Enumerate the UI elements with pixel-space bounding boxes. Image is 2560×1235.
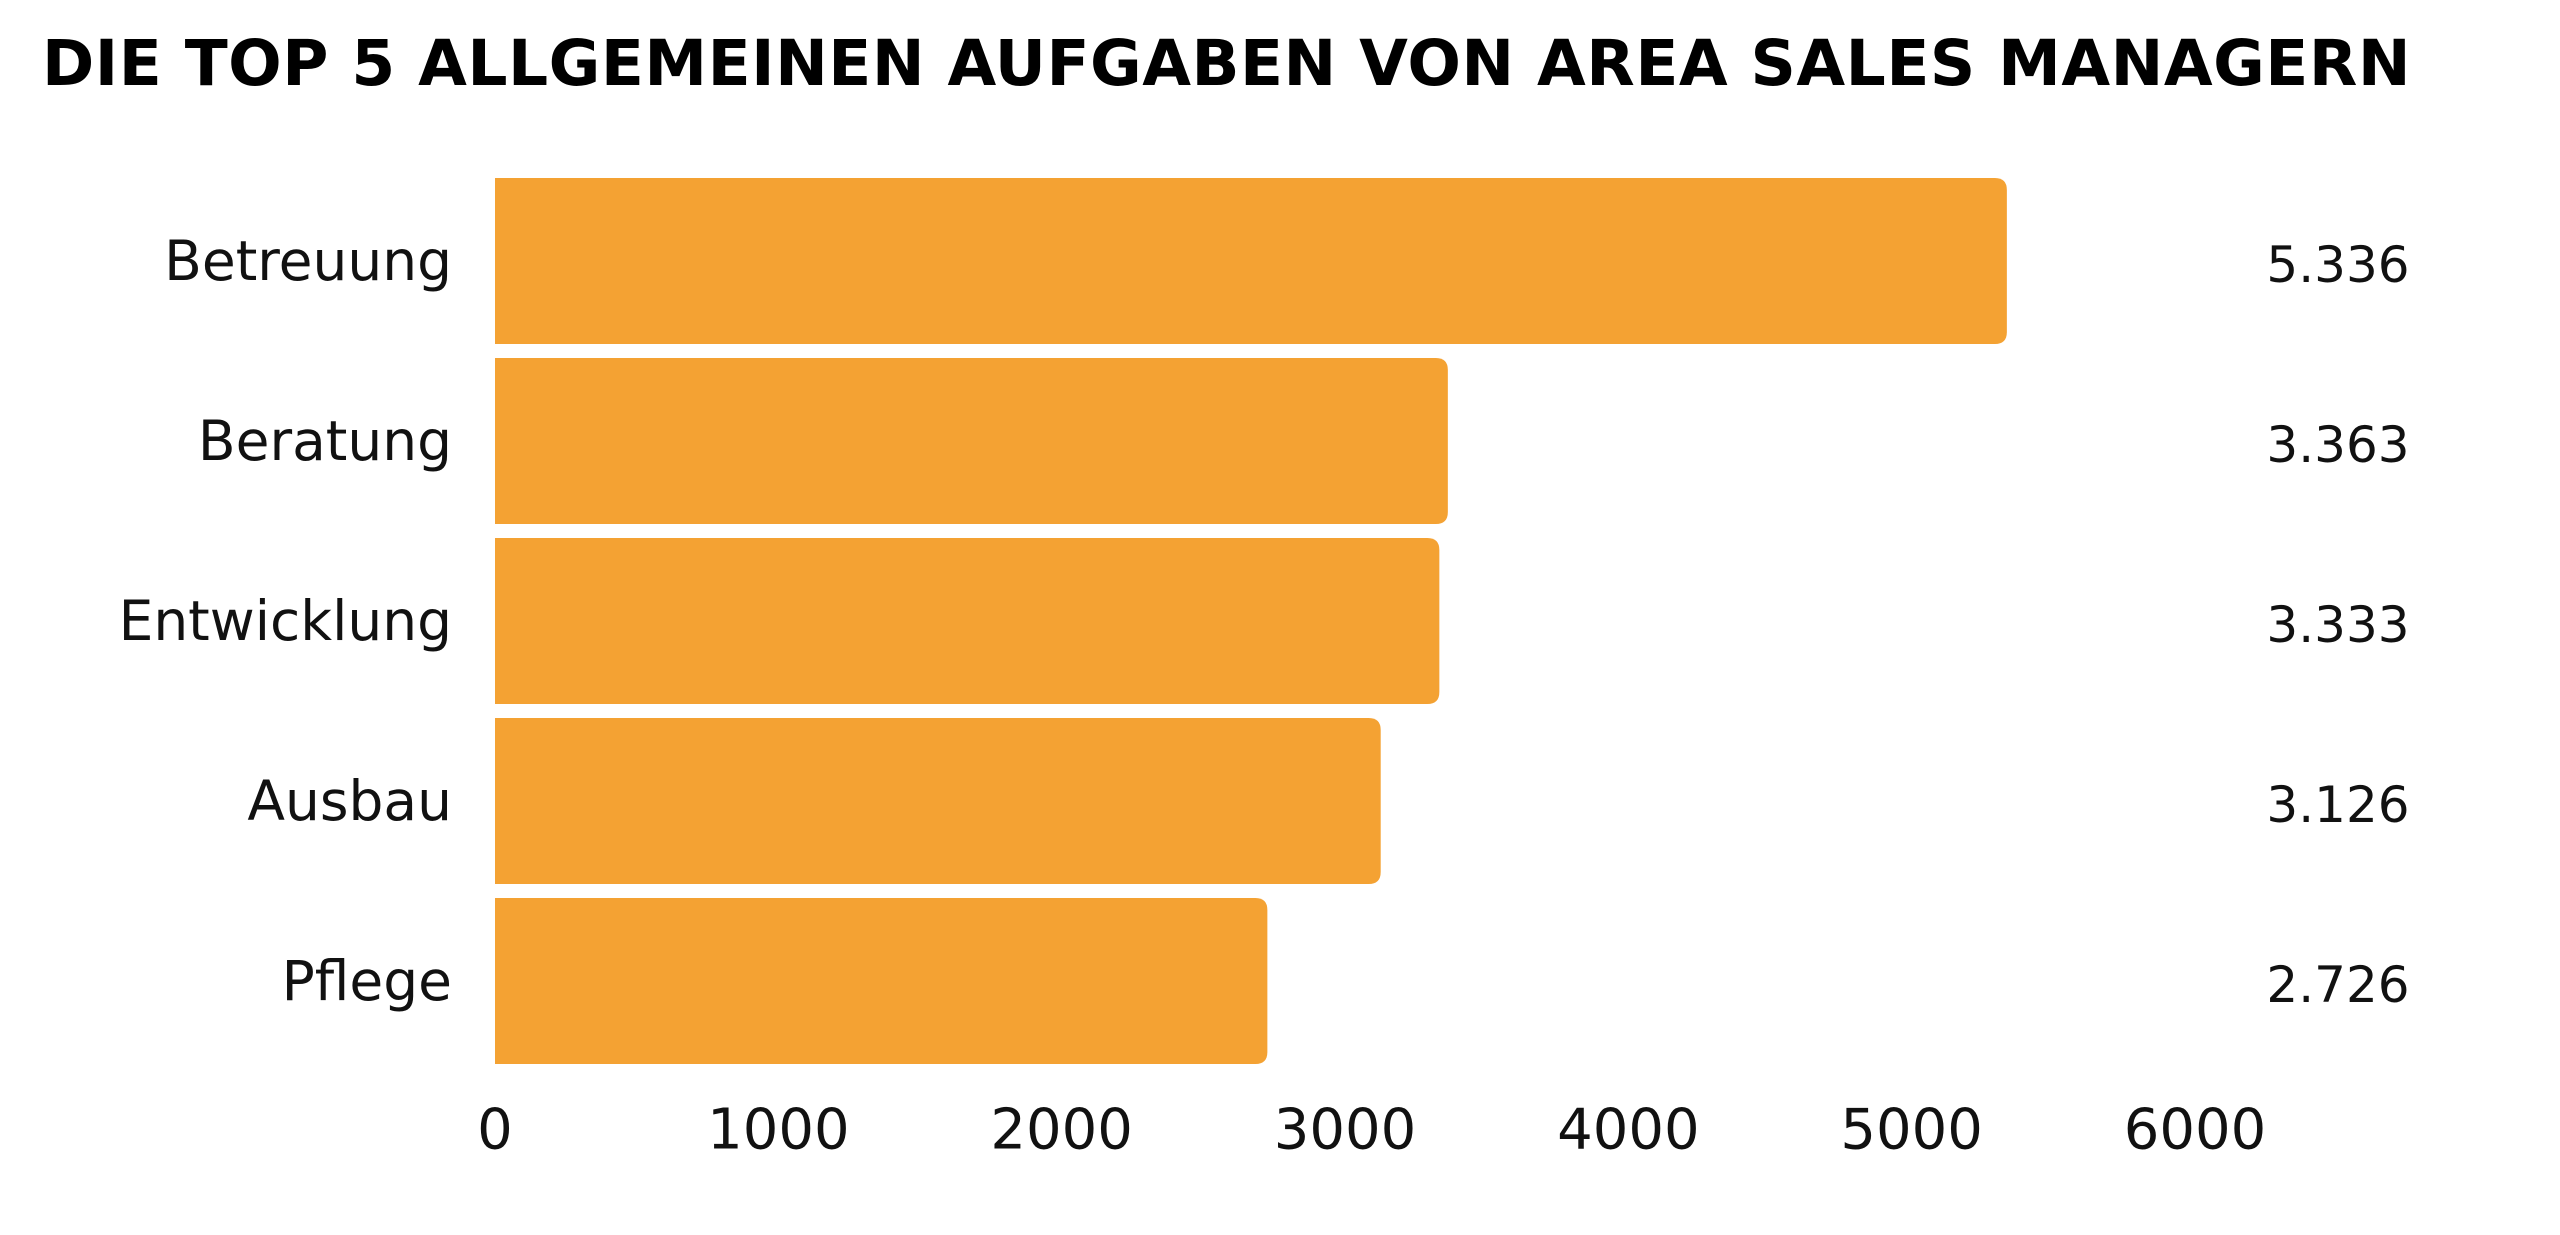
category-labels-layer: Betreuung Beratung Entwicklung Ausbau Pflege <box>119 229 452 1013</box>
x-tick-label: 5000 <box>1840 1098 1983 1163</box>
x-tick-label: 0 <box>477 1098 513 1163</box>
value-label: 3.126 <box>2266 776 2409 834</box>
category-label: Entwicklung <box>119 589 452 653</box>
bar-ausbau <box>495 718 1381 884</box>
value-label: 3.363 <box>2266 416 2409 474</box>
x-axis: 0 1000 2000 3000 4000 5000 6000 <box>477 1098 2266 1163</box>
x-tick-label: 2000 <box>990 1098 1133 1163</box>
x-tick-label: 6000 <box>2124 1098 2267 1163</box>
value-label: 5.336 <box>2266 236 2409 294</box>
category-label: Ausbau <box>247 769 452 833</box>
bar-entwicklung <box>495 538 1440 704</box>
value-labels-layer: 5.336 3.363 3.333 3.126 2.726 <box>2266 236 2409 1014</box>
chart-title: DIE TOP 5 ALLGEMEINEN AUFGABEN VON AREA … <box>42 27 2412 100</box>
x-tick-label: 4000 <box>1557 1098 1700 1163</box>
x-tick-label: 1000 <box>707 1098 850 1163</box>
category-label: Betreuung <box>164 229 452 293</box>
bars-layer <box>495 178 2007 1064</box>
x-tick-label: 3000 <box>1274 1098 1417 1163</box>
category-label: Beratung <box>198 409 452 473</box>
value-label: 3.333 <box>2266 596 2409 654</box>
category-label: Pflege <box>282 949 452 1013</box>
bar-beratung <box>495 358 1448 524</box>
bar-pflege <box>495 898 1268 1064</box>
bar-betreuung <box>495 178 2007 344</box>
value-label: 2.726 <box>2266 956 2409 1014</box>
